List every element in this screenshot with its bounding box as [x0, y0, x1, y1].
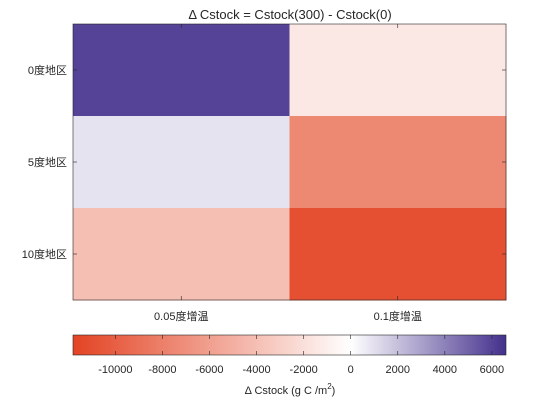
colorbar-tick-label: -6000 [195, 364, 223, 376]
colorbar-tick-label: 6000 [480, 364, 504, 376]
y-tick-labels: 0度地区 5度地区 10度地区 [22, 63, 506, 261]
colorbar-label-close: ) [332, 385, 336, 397]
colorbar-gradient [72, 334, 507, 356]
colorbar-tick-label: 2000 [386, 364, 410, 376]
colorbar-label: Δ Cstock (g C /m2) [245, 382, 336, 397]
colorbar-tick-label: 0 [348, 364, 354, 376]
y-tick-label: 10度地区 [22, 247, 67, 261]
colorbar-tick-label: -4000 [242, 364, 270, 376]
heatmap-cell [289, 24, 507, 117]
heatmap-cells [72, 23, 507, 301]
colorbar-tick-label: -8000 [148, 364, 176, 376]
x-tick-labels: 0.05度增温 0.1度增温 [154, 24, 422, 323]
y-tick-label: 5度地区 [28, 155, 67, 169]
x-tick-label: 0.1度增温 [374, 309, 422, 323]
heatmap-cell [73, 24, 290, 117]
x-tick-label: 0.05度增温 [154, 309, 208, 323]
chart-title: Δ Cstock = Cstock(300) - Cstock(0) [188, 7, 391, 22]
colorbar-tick-label: -2000 [290, 364, 318, 376]
y-tick-label: 0度地区 [28, 63, 67, 77]
heatmap-cell [289, 116, 507, 209]
colorbar-tick-label: -10000 [98, 364, 132, 376]
colorbar-tick-label: 4000 [433, 364, 457, 376]
heatmap-cell [289, 208, 507, 301]
colorbar: -10000 -8000 -6000 -4000 -2000 0 2000 4000 6000 [72, 334, 507, 376]
colorbar-label-text: Δ Cstock (g C /m [245, 385, 328, 397]
colorbar-label-superscript: 2 [327, 382, 332, 391]
heatmap-cell [73, 208, 290, 301]
heatmap-cell [73, 116, 290, 209]
